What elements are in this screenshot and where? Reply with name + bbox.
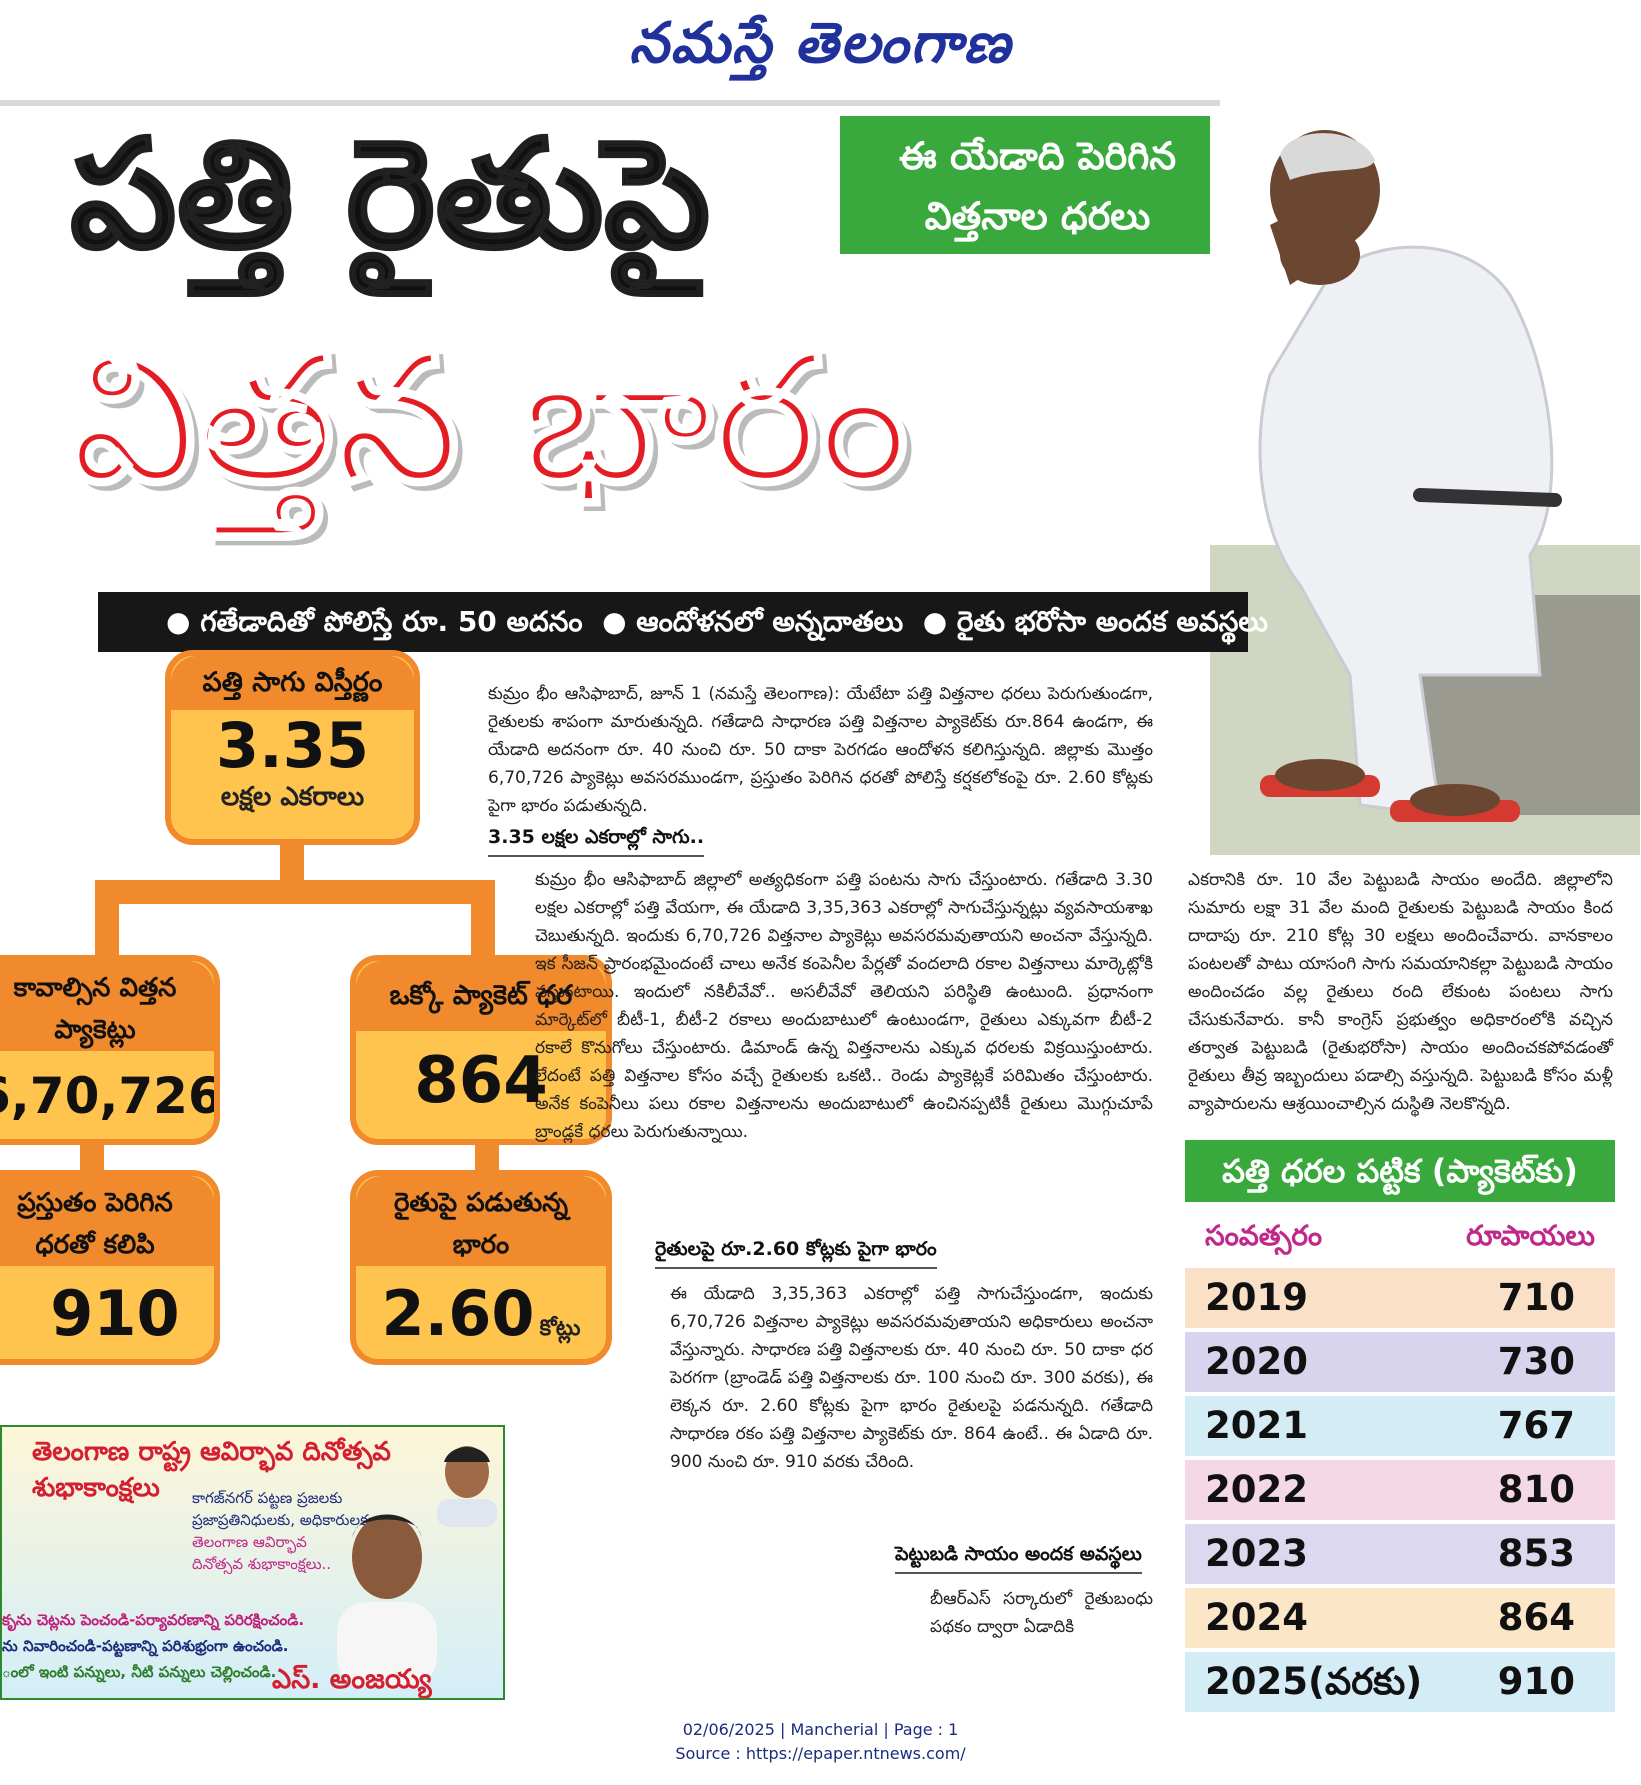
- row-year: 2019: [1205, 1276, 1308, 1319]
- price-table-header: సంవత్సరం రూపాయలు: [1185, 1205, 1615, 1265]
- ad-text-4: దినోత్సవ శుభాకాంక్షలు..: [192, 1555, 332, 1573]
- article-intro: కుమ్రం భీం ఆసిఫాబాద్, జూన్ 1 (నమస్తే తెల…: [488, 684, 1153, 816]
- row-price: 910: [1497, 1660, 1575, 1703]
- row-price: 730: [1497, 1340, 1575, 1383]
- row-price: 810: [1497, 1468, 1575, 1511]
- table-row: 2021 767: [1185, 1396, 1615, 1456]
- col-price: రూపాయలు: [1466, 1219, 1595, 1252]
- ad-title: తెలంగాణ రాష్ట్ర ఆవిర్భావ దినోత్సవ శుభాకా…: [32, 1437, 391, 1503]
- row-year: 2025(వరకు): [1205, 1660, 1423, 1703]
- ad-line-2: ను నివారించండి-పట్టణాన్ని పరిశుభ్రంగా ఉం…: [2, 1637, 289, 1655]
- summary-strip: ● గతేడాదితో పోలిస్తే రూ. 50 అదనం ● ఆందోళ…: [98, 592, 1268, 652]
- farmer-photo: [1210, 115, 1640, 855]
- row-price: 710: [1497, 1276, 1575, 1319]
- price-value: 864: [414, 1044, 548, 1118]
- price-label: ఒక్కో ప్యాకెట్ ధర: [356, 961, 606, 1031]
- advertisement: తెలంగాణ రాష్ట్ర ఆవిర్భావ దినోత్సవ శుభాకా…: [0, 1425, 505, 1700]
- subhead-1-wrap: 3.35 లక్షల ఎకరాల్లో సాగు..: [488, 826, 705, 857]
- subhead-2: రైతులపై రూ.2.60 కోట్లకు పైగా భారం: [655, 1238, 937, 1269]
- increased-label-1: ప్రస్తుతం పెరిగిన: [17, 1188, 173, 1218]
- row-price: 767: [1497, 1404, 1575, 1447]
- col-year: సంవత్సరం: [1205, 1219, 1323, 1252]
- row-price: 864: [1497, 1596, 1575, 1639]
- table-row: 2023 853: [1185, 1524, 1615, 1584]
- row-year: 2023: [1205, 1532, 1308, 1575]
- ad-line-3: ంలో ఇంటి పన్నులు, నీటి పన్నులు చెల్లించం…: [2, 1663, 277, 1681]
- area-box: పత్తి సాగు విస్తీర్ణం 3.35 లక్షల ఎకరాలు: [165, 650, 420, 845]
- price-box: ఒక్కో ప్యాకెట్ ధర 864: [350, 955, 612, 1145]
- portrait-photo: [337, 1514, 437, 1687]
- area-value: 3.35: [216, 709, 369, 782]
- packets-box: కావాల్సిన విత్తన ప్యాకెట్లు 6,70,726: [0, 955, 220, 1145]
- ad-text-1: కాగజ్‌నగర్ పట్టణ ప్రజలకు: [192, 1489, 343, 1507]
- subhead-2-wrap: రైతులపై రూ.2.60 కోట్లకు పైగా భారం: [655, 1238, 937, 1269]
- subhead-1: 3.35 లక్షల ఎకరాల్లో సాగు..: [488, 826, 705, 857]
- subhead-3: పెట్టుబడి సాయం అందక అవస్థలు: [895, 1543, 1142, 1574]
- burden-unit: కోట్లు: [539, 1316, 581, 1341]
- masthead-title: నమస్తే తెలంగాణ: [629, 10, 1012, 76]
- subhead-3-wrap: పెట్టుబడి సాయం అందక అవస్థలు: [895, 1543, 1142, 1574]
- footer-line-1: 02/06/2025 | Mancherial | Page : 1: [682, 1720, 959, 1739]
- bullet-icon: ●: [166, 605, 191, 638]
- kicker-line-1: ఈ యేడాది పెరిగిన: [898, 134, 1177, 178]
- article-para-3: బీఆర్‌ఎస్ సర్కారులో రైతుబంధు పథకం ద్వారా…: [930, 1589, 1153, 1637]
- table-row: 2024 864: [1185, 1588, 1615, 1648]
- ad-name: ఎస్. అంజయ్య: [272, 1664, 432, 1695]
- row-year: 2020: [1205, 1340, 1308, 1383]
- ad-text: కాగజ్‌నగర్ పట్టణ ప్రజలకు ప్రజాప్రతినిధుల…: [192, 1487, 378, 1575]
- burden-box: రైతుపై పడుతున్న భారం 2.60 కోట్లు: [350, 1170, 612, 1365]
- ad-text-2: ప్రజాప్రతినిధులకు, అధికారులకు,: [192, 1511, 378, 1529]
- bullet-icon: ●: [922, 605, 948, 638]
- table-row: 2019 710: [1185, 1268, 1615, 1328]
- strip-item: రైతు భరోసా అందక అవస్థలు: [956, 605, 1268, 638]
- kicker-line-2: విత్తనాల ధరలు: [924, 194, 1151, 238]
- headline-line-2: విత్తన భారం: [69, 315, 911, 522]
- headline-line-1: పత్తి రైతుపై: [69, 108, 711, 282]
- packets-value: 6,70,726: [0, 1067, 220, 1125]
- row-year: 2024: [1205, 1596, 1308, 1639]
- price-table-title: పత్తి ధరల పట్టిక (ప్యాకెట్‌కు): [1185, 1140, 1615, 1202]
- ad-line-1: కృను చెట్లను పెంచండి-పర్యావరణాన్ని పరిరక…: [2, 1611, 305, 1629]
- masthead: నమస్తే తెలంగాణ: [0, 0, 1641, 90]
- packets-label-2: ప్యాకెట్లు: [54, 1015, 136, 1045]
- ad-lines: కృను చెట్లను పెంచండి-పర్యావరణాన్ని పరిరక…: [2, 1607, 304, 1685]
- increased-value: 910: [50, 1277, 180, 1350]
- kicker-box: ఈ యేడాది పెరిగిన విత్తనాల ధరలు: [840, 116, 1235, 254]
- strip-item: ఆందోళనలో అన్నదాతలు: [636, 605, 904, 638]
- row-year: 2021: [1205, 1404, 1308, 1447]
- portrait-photo-small: [437, 1446, 497, 1527]
- row-price: 853: [1497, 1532, 1575, 1575]
- strip-item: గతేడాదితో పోలిస్తే రూ. 50 అదనం: [200, 605, 583, 638]
- increased-price-box: ప్రస్తుతం పెరిగిన ధరతో కలిపి 910: [0, 1170, 220, 1365]
- connector: [95, 880, 495, 904]
- burden-value: 2.60: [381, 1277, 535, 1350]
- table-row: 2025(వరకు) 910: [1185, 1652, 1615, 1712]
- burden-label-1: రైతుపై పడుతున్న: [393, 1188, 569, 1218]
- article-para-1: కుమ్రం భీం ఆసిఫాబాద్ జిల్లాలో అత్యధికంగా…: [535, 870, 1153, 1142]
- packets-label-1: కావాల్సిన విత్తన: [13, 973, 177, 1003]
- footer-line-2: Source : https://epaper.ntnews.com/: [675, 1744, 966, 1763]
- table-row: 2020 730: [1185, 1332, 1615, 1392]
- ad-text-3: తెలంగాణ ఆవిర్భావ: [192, 1533, 307, 1551]
- burden-label-2: భారం: [452, 1230, 510, 1260]
- article-para-4: ఎకరానికి రూ. 10 వేల పెట్టుబడి సాయం అందేద…: [1188, 870, 1613, 1114]
- table-row: 2022 810: [1185, 1460, 1615, 1520]
- row-year: 2022: [1205, 1468, 1308, 1511]
- divider: [0, 100, 1220, 106]
- bullet-icon: ●: [602, 605, 627, 638]
- area-unit: లక్షల ఎకరాలు: [220, 782, 365, 812]
- article-para-2: ఈ యేడాది 3,35,363 ఎకరాల్లో పత్తి సాగుచేస…: [670, 1284, 1153, 1472]
- area-label: పత్తి సాగు విస్తీర్ణం: [171, 656, 414, 710]
- footer: 02/06/2025 | Mancherial | Page : 1 Sourc…: [0, 1718, 1641, 1766]
- increased-label-2: ధరతో కలిపి: [35, 1230, 155, 1260]
